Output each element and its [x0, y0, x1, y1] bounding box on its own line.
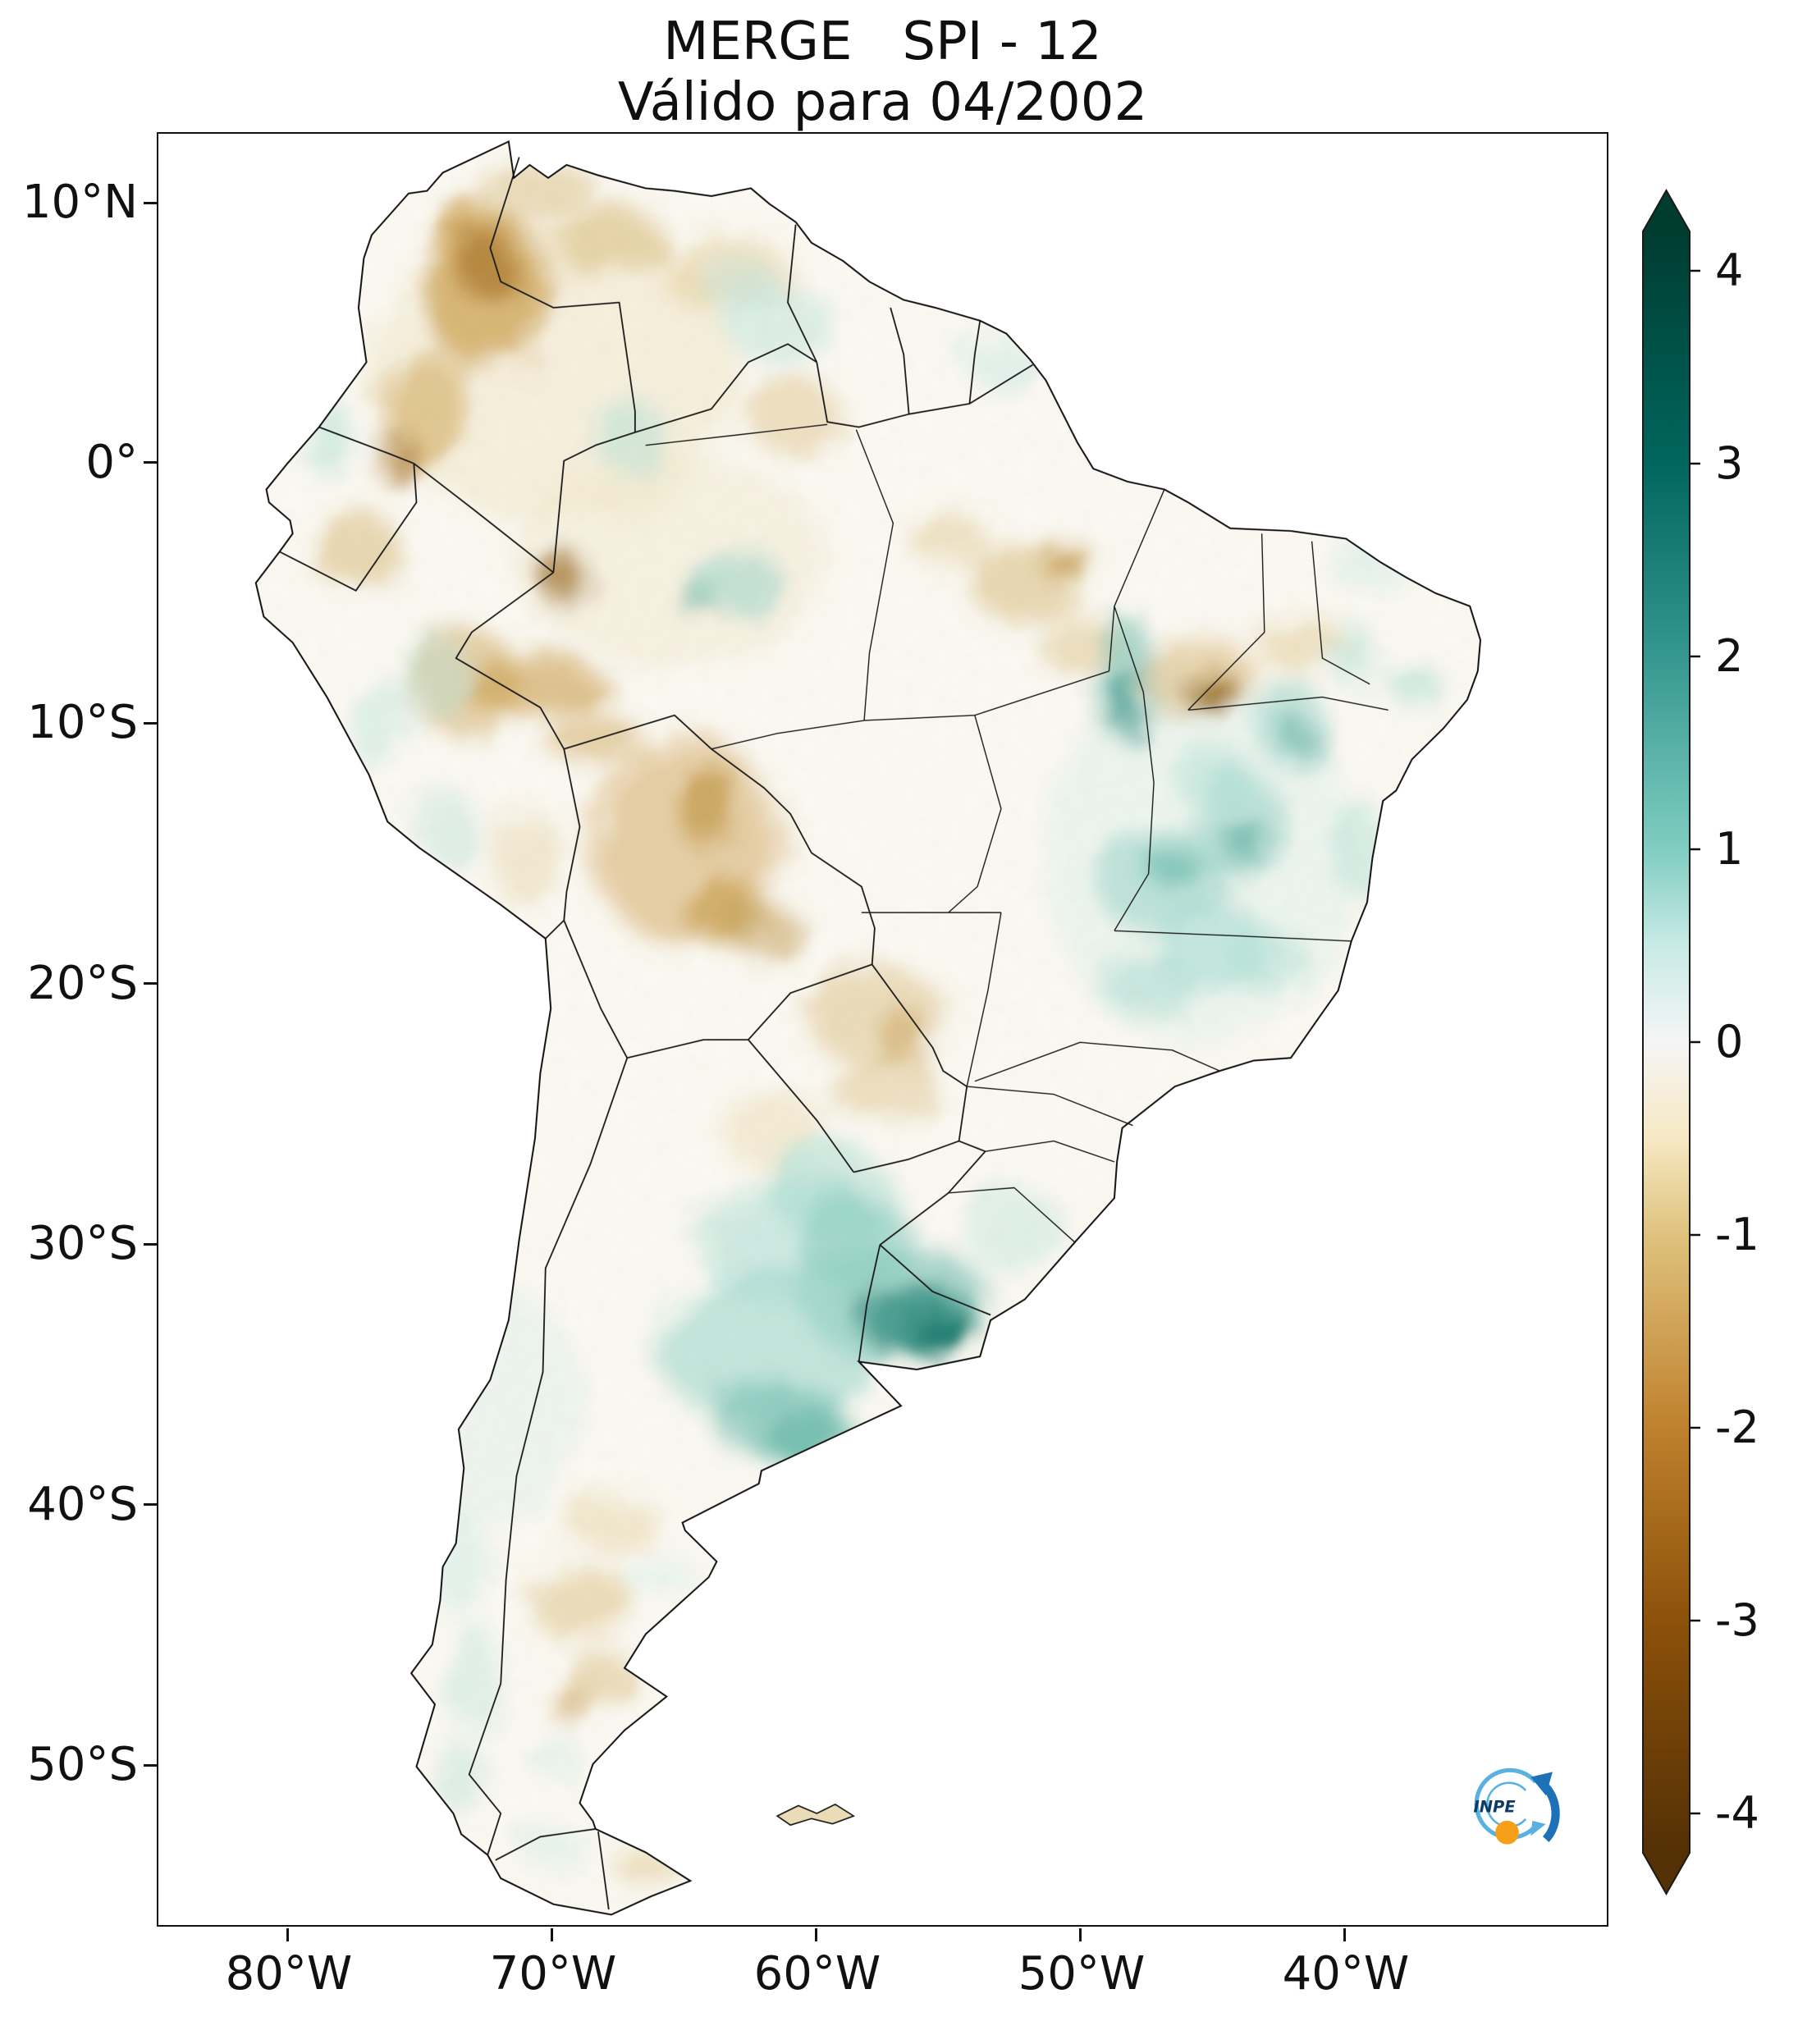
- coastline: [256, 141, 1480, 1914]
- colorbar-tick-label: 2: [1715, 630, 1744, 682]
- state-borders: [646, 424, 1389, 1242]
- y-tick-mark: [144, 1503, 157, 1506]
- y-tick-label: 40°S: [27, 1478, 138, 1531]
- colorbar-tick-marks: [1690, 269, 1700, 1815]
- x-tick-mark: [815, 1928, 817, 1941]
- colorbar-tick-label: 3: [1715, 437, 1744, 489]
- logo-text: INPE: [1473, 1798, 1516, 1817]
- x-tick-label: 40°W: [1282, 1947, 1410, 2001]
- raster-speckle: [255, 141, 1480, 1915]
- figure-title: MERGE SPI - 12: [663, 11, 1102, 72]
- y-tick-mark: [144, 202, 157, 204]
- falkland-islands: [777, 1804, 853, 1825]
- x-tick-mark: [551, 1928, 553, 1941]
- country-borders: [280, 157, 1033, 1909]
- colorbar-tick-label: 0: [1715, 1016, 1744, 1068]
- y-tick-mark: [144, 461, 157, 464]
- colorbar-tick-label: -4: [1715, 1787, 1759, 1839]
- y-tick-mark: [144, 982, 157, 985]
- y-tick-label: 20°S: [27, 957, 138, 1010]
- x-tick-label: 60°W: [753, 1947, 881, 2001]
- south-america-map: [158, 134, 1607, 1925]
- logo-arrowhead: [1530, 1772, 1553, 1796]
- x-tick-mark: [1079, 1928, 1082, 1941]
- x-tick-label: 80°W: [225, 1947, 353, 2001]
- logo-swirl-arrowhead: [1530, 1820, 1546, 1836]
- colorbar-tick-label: 4: [1715, 245, 1744, 296]
- figure-subtitle: Válido para 04/2002: [617, 72, 1148, 133]
- colorbar-tick-label: -2: [1715, 1402, 1759, 1453]
- x-tick-label: 50°W: [1018, 1947, 1146, 2001]
- spi-raster: [255, 141, 1480, 1915]
- x-tick-label: 70°W: [489, 1947, 617, 2001]
- map-plot-area: INPE: [157, 132, 1608, 1927]
- colorbar: [1642, 189, 1700, 1895]
- colorbar-tick-label: -1: [1715, 1209, 1759, 1260]
- y-tick-label: 10°N: [21, 176, 138, 229]
- title-block: MERGE SPI - 12 Válido para 04/2002: [157, 11, 1608, 133]
- colorbar-gradient: [1642, 189, 1690, 1895]
- inpe-logo: INPE: [1473, 1767, 1560, 1845]
- y-tick-label: 50°S: [27, 1738, 138, 1791]
- colorbar-tick-label: 1: [1715, 823, 1744, 875]
- y-tick-label: 10°S: [27, 696, 138, 749]
- y-tick-mark: [144, 1243, 157, 1246]
- y-tick-mark: [144, 1764, 157, 1767]
- y-tick-label: 30°S: [27, 1217, 138, 1270]
- colorbar-tick-label: -3: [1715, 1594, 1759, 1646]
- y-tick-label: 0°: [85, 436, 138, 489]
- x-tick-mark: [1343, 1928, 1346, 1941]
- x-tick-mark: [286, 1928, 289, 1941]
- y-tick-mark: [144, 722, 157, 725]
- logo-orange-dot: [1495, 1820, 1519, 1845]
